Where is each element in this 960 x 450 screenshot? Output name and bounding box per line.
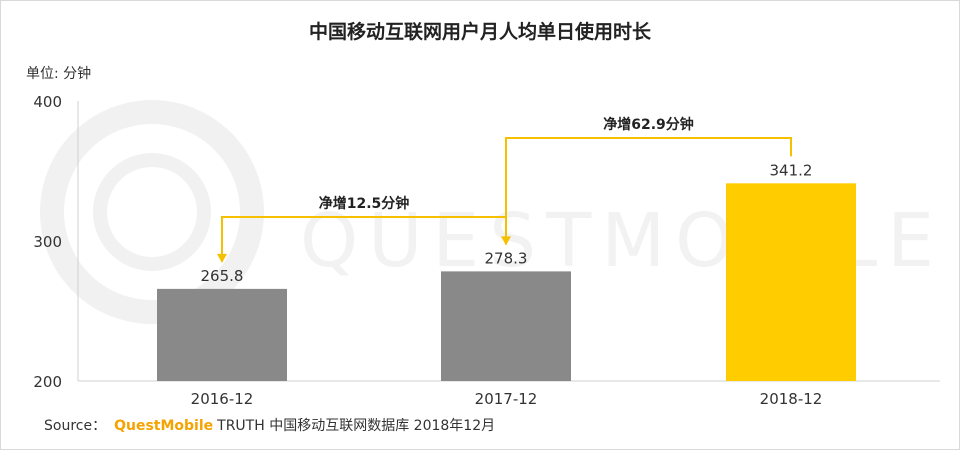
- y-tick-label: 400: [33, 93, 62, 111]
- category-label: 2017-12: [475, 390, 538, 408]
- watermark-ring: [40, 100, 264, 324]
- source-brand: QuestMobile: [114, 418, 214, 434]
- data-labels: 265.8 278.3 341.2: [201, 161, 813, 285]
- annotation-label: 净增62.9分钟: [603, 116, 694, 133]
- data-label: 341.2: [770, 161, 813, 179]
- annotations: 净增12.5分钟 净增62.9分钟: [217, 116, 792, 263]
- source-text: TRUTH 中国移动互联网数据库 2018年12月: [217, 418, 496, 434]
- category-labels: 2016-12 2017-12 2018-12: [191, 390, 823, 408]
- watermark-inner-ring: [93, 153, 211, 271]
- bar: [157, 288, 287, 381]
- unit-label: 单位: 分钟: [26, 65, 91, 82]
- bars: [157, 183, 856, 381]
- chart-title: 中国移动互联网用户月人均单日使用时长: [309, 20, 652, 43]
- data-label: 265.8: [201, 267, 244, 285]
- source-prefix: Source：: [44, 418, 107, 434]
- bar: [726, 183, 856, 381]
- y-tick-label: 200: [33, 373, 62, 391]
- y-ticks: 200 300 400: [33, 93, 62, 391]
- bar: [441, 271, 571, 381]
- y-tick-label: 300: [33, 233, 62, 251]
- data-label: 278.3: [485, 249, 528, 267]
- category-label: 2016-12: [191, 390, 254, 408]
- annotation-connector: [505, 137, 792, 245]
- category-label: 2018-12: [760, 390, 823, 408]
- annotation-arrow: [217, 253, 227, 263]
- annotation-arrow: [501, 236, 511, 246]
- source-note: Source： QuestMobile TRUTH 中国移动互联网数据库 2018年…: [44, 415, 495, 435]
- annotation-label: 净增12.5分钟: [319, 195, 410, 212]
